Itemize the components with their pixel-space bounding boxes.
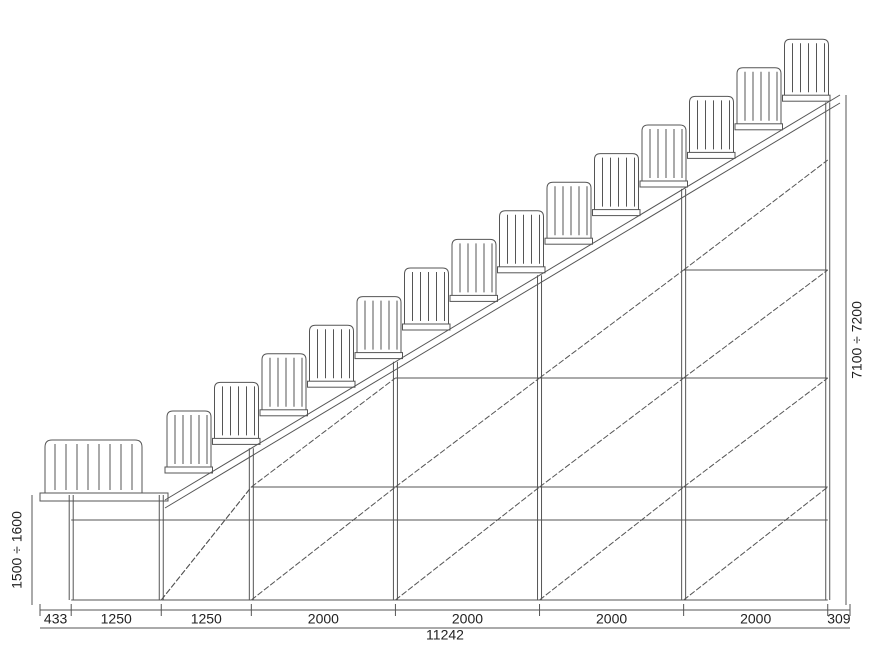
brace [160,486,252,601]
brace [539,486,684,601]
dimension-label: 2000 [452,611,483,627]
brace [683,269,829,379]
dimension-label: 1250 [191,611,222,627]
railing [499,210,544,267]
brace [683,486,829,601]
brace [395,377,540,488]
railing [451,238,497,296]
tread [592,209,641,217]
dimension-label: 2000 [308,611,339,627]
tread [164,466,213,474]
dimension-label: 2000 [596,611,627,627]
tread [497,266,546,274]
railing [784,38,829,96]
tread [687,151,736,159]
railing [404,267,449,324]
tread [734,123,783,131]
tread [544,237,593,245]
tread [354,352,403,360]
railing [309,324,354,382]
brace [251,377,396,488]
platform [39,492,169,502]
brace [539,377,684,488]
brace [683,159,829,271]
dimension-label: 2000 [740,611,771,627]
dimension-label: 1250 [101,611,132,627]
left-height: 1500 ÷ 1600 [9,511,25,589]
brace [683,377,829,488]
railing [261,353,307,410]
tread [782,94,831,102]
railing [214,381,259,439]
tread [307,380,356,388]
brace [395,486,540,601]
railing [641,124,687,181]
dimension-label: 433 [44,611,68,627]
railing [736,67,782,124]
total-dimension: 11242 [426,627,464,643]
railing [546,181,592,239]
railing [689,95,734,153]
tread [639,180,688,188]
stringer [164,102,841,509]
tread [259,409,308,417]
tread [212,437,261,445]
brace [539,269,684,379]
railing [44,439,143,493]
brace [251,486,396,601]
railing [166,410,212,467]
railing [356,296,402,353]
railing [594,153,639,210]
right-height: 7100 ÷ 7200 [849,301,865,379]
tread [402,323,451,331]
tread [449,294,498,302]
dimension-label: 309 [827,611,851,627]
stringer [164,94,841,501]
